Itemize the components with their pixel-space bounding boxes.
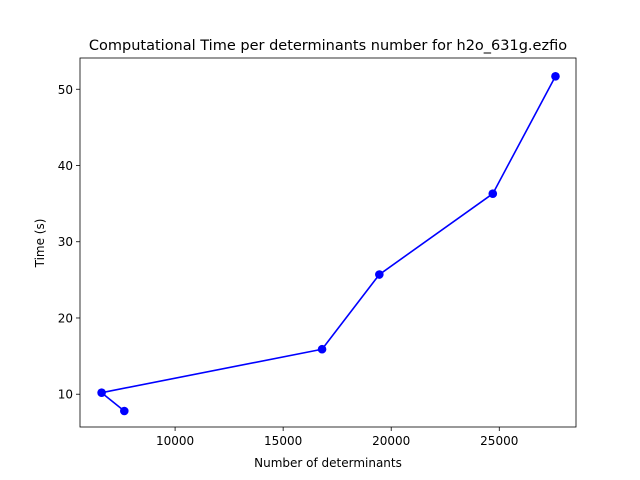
chart-title: Computational Time per determinants numb… (89, 38, 567, 54)
data-point (488, 189, 498, 199)
y-tick-label: 40 (58, 159, 73, 173)
data-point (551, 71, 560, 81)
x-tick-label: 10000 (156, 434, 194, 448)
plot-area: 10000 15000 20000 25000 10 20 30 40 50 (58, 57, 577, 448)
x-tick-label: 20000 (372, 434, 410, 448)
x-axis-label: Number of determinants (254, 456, 402, 470)
data-point (375, 270, 384, 279)
data-point (97, 388, 106, 397)
y-tick-label: 50 (58, 83, 73, 97)
series-line (100, 75, 557, 412)
axes-frame (79, 57, 577, 428)
y-tick-label: 20 (58, 311, 73, 325)
y-tick-label: 30 (58, 235, 73, 249)
data-point (120, 406, 129, 416)
data-point (317, 344, 327, 354)
x-tick-label: 15000 (264, 434, 302, 448)
y-axis-label: Time (s) (33, 219, 47, 269)
y-tick-label: 10 (58, 388, 73, 402)
x-tick-label: 25000 (480, 434, 518, 448)
